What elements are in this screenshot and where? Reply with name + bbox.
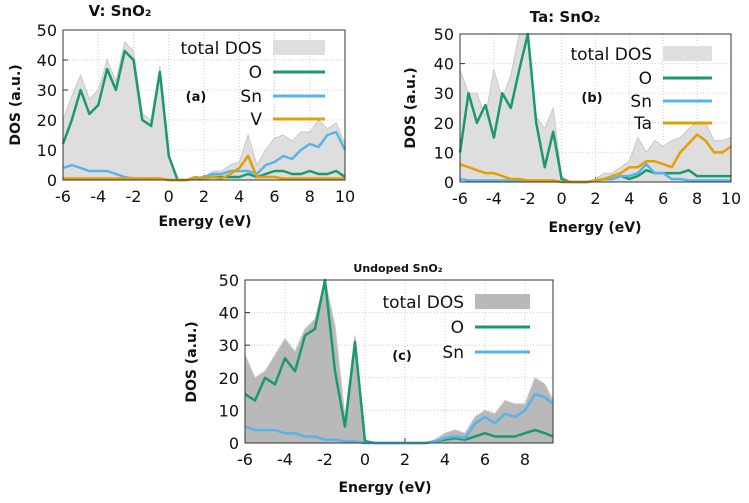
x-tick-label: 6 xyxy=(658,189,668,208)
chart-title: Undoped SnO₂ xyxy=(353,262,442,275)
legend-label: Ta xyxy=(633,114,652,134)
x-tick-label: 8 xyxy=(520,450,530,469)
x-tick-label: -2 xyxy=(126,187,142,206)
x-tick-label: 2 xyxy=(199,187,209,206)
chart-title: V: SnO₂ xyxy=(89,2,152,20)
x-tick-label: 0 xyxy=(557,189,567,208)
panel-c: -6 -4 -2 0 2 4 6 8 0 10 20 30 40 50 total DOS O Sn Undope… xyxy=(184,262,554,496)
chart-title: Ta: SnO₂ xyxy=(530,8,600,26)
plot-frame xyxy=(244,279,554,444)
panel-a: -6 -4 -2 0 2 4 6 8 10 0 10 20 30 40 50 total DOS O Sn V V: … xyxy=(8,2,355,230)
x-tick-label: 4 xyxy=(624,189,634,208)
plot-frame xyxy=(62,29,346,181)
panel-label: (c) xyxy=(392,349,412,364)
x-tick-label: -4 xyxy=(486,189,502,208)
x-tick-label: 10 xyxy=(335,187,355,206)
y-tick-label: 50 xyxy=(37,21,57,40)
y-tick-label: 50 xyxy=(434,25,454,44)
y-tick-label: 10 xyxy=(37,141,57,160)
legend-label: Sn xyxy=(442,343,464,363)
y-axis-label: DOS (a.u.) xyxy=(8,64,24,145)
y-tick-label: 0 xyxy=(47,171,57,190)
x-tick-label: -2 xyxy=(520,189,536,208)
plot-frame xyxy=(459,33,732,183)
y-tick-label: 0 xyxy=(229,434,239,453)
x-axis-label: Energy (eV) xyxy=(158,214,251,230)
panel-label: (b) xyxy=(581,91,602,106)
y-tick-label: 40 xyxy=(434,55,454,74)
x-tick-label: 4 xyxy=(440,450,450,469)
x-tick-label: 6 xyxy=(269,187,279,206)
legend-label: O xyxy=(249,63,262,83)
series-sn-line xyxy=(62,130,347,182)
y-tick-label: 20 xyxy=(37,111,57,130)
x-tick-label: 0 xyxy=(360,450,370,469)
y-tick-label: 20 xyxy=(219,369,239,388)
series-v-line xyxy=(63,154,345,182)
panel-label: (a) xyxy=(186,90,207,105)
legend-swatch xyxy=(273,40,325,55)
x-tick-label: -4 xyxy=(90,187,106,206)
legend-label: total DOS xyxy=(180,39,262,59)
y-tick-label: 10 xyxy=(219,401,239,420)
x-tick-label: -6 xyxy=(237,450,253,469)
x-axis-label: Energy (eV) xyxy=(338,480,431,496)
y-tick-label: 10 xyxy=(434,143,454,162)
legend-label: V xyxy=(250,110,262,130)
x-tick-label: 0 xyxy=(164,187,174,206)
y-tick-label: 20 xyxy=(434,114,454,133)
x-tick-label: -6 xyxy=(55,187,71,206)
x-tick-label: 2 xyxy=(400,450,410,469)
y-tick-label: 0 xyxy=(444,173,454,192)
legend-label: O xyxy=(639,69,652,89)
x-tick-label: 6 xyxy=(480,450,490,469)
x-axis-label: Energy (eV) xyxy=(548,220,641,236)
legend-label: Sn xyxy=(630,92,652,112)
y-axis-label: DOS (a.u.) xyxy=(184,321,200,402)
y-tick-label: 50 xyxy=(219,271,239,290)
series-ta-line xyxy=(459,133,732,184)
x-tick-label: -4 xyxy=(277,450,293,469)
y-tick-label: 40 xyxy=(219,304,239,323)
y-tick-label: 30 xyxy=(219,336,239,355)
x-tick-label: -2 xyxy=(317,450,333,469)
legend-swatch xyxy=(475,294,530,309)
legend-label: total DOS xyxy=(382,293,464,313)
y-tick-label: 30 xyxy=(37,81,57,100)
y-tick-label: 40 xyxy=(37,51,57,70)
x-tick-label: 4 xyxy=(234,187,244,206)
x-tick-label: 10 xyxy=(721,189,741,208)
y-axis-label: DOS (a.u.) xyxy=(403,67,419,148)
x-tick-label: 8 xyxy=(305,187,315,206)
legend-swatch xyxy=(663,46,712,61)
series-total-dos-area xyxy=(62,40,346,181)
legend-label: Sn xyxy=(240,87,262,107)
x-tick-label: -6 xyxy=(452,189,468,208)
y-tick-label: 30 xyxy=(434,84,454,103)
x-tick-label: 2 xyxy=(590,189,600,208)
legend-label: total DOS xyxy=(570,45,652,65)
x-tick-label: 8 xyxy=(692,189,702,208)
legend-label: O xyxy=(451,318,464,338)
